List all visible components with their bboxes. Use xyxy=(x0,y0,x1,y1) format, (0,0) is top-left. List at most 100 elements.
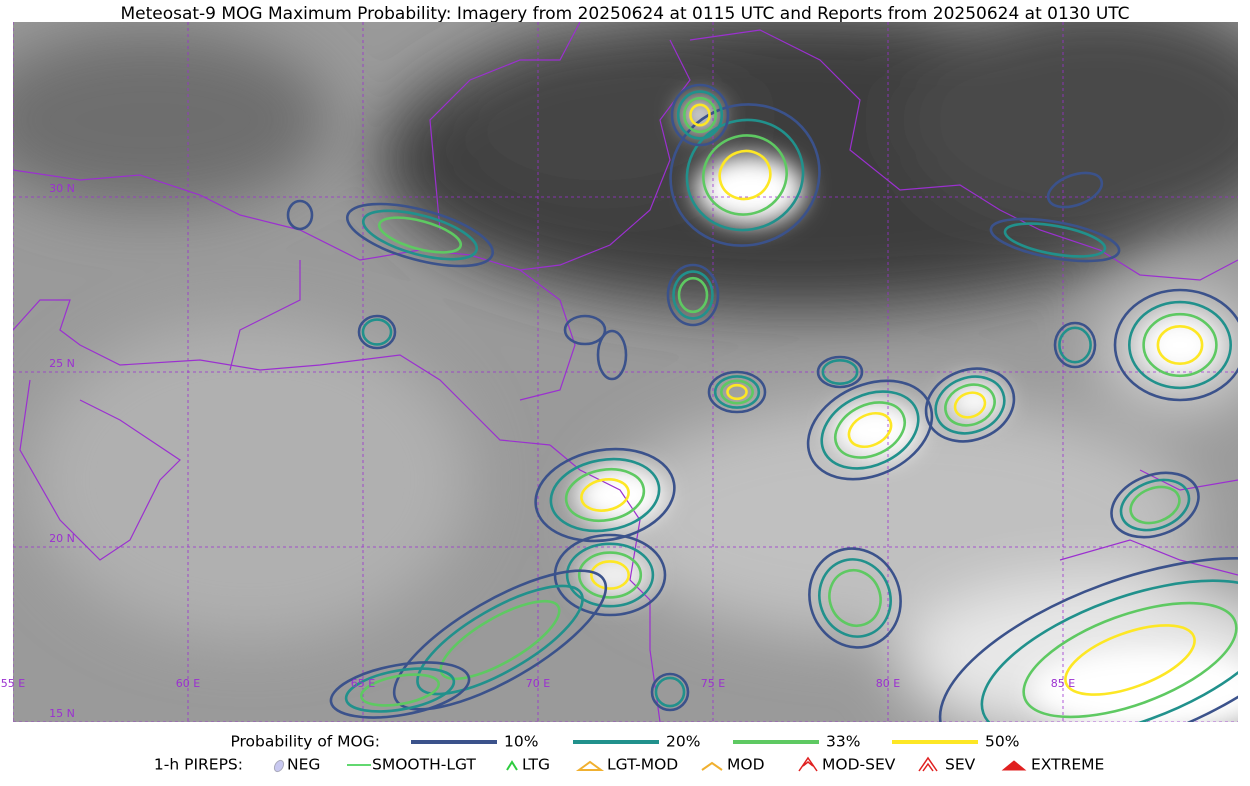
legend-label: SMOOTH-LGT xyxy=(372,756,476,774)
geo-labels: 55 E 60 E 65 E 70 E 75 E 80 E 85 E 30 N 25 N 20 N… xyxy=(1,182,1075,720)
legend-label: MOD xyxy=(727,756,765,774)
contour xyxy=(650,672,690,712)
contour xyxy=(1003,222,1107,258)
contour xyxy=(944,383,996,427)
pirep-icon xyxy=(701,761,723,771)
legend: Probability of MOG: 10% 20% 33% 50% 1-h PIREP… xyxy=(154,733,1104,774)
contour xyxy=(806,379,934,481)
lon-label: 80 E xyxy=(876,677,900,690)
contour xyxy=(683,96,717,134)
contour xyxy=(361,209,479,261)
legend-label: MOD-SEV xyxy=(822,756,896,774)
contour xyxy=(953,391,987,419)
lon-label: 60 E xyxy=(176,677,200,690)
contour xyxy=(820,390,920,470)
contour xyxy=(654,676,686,708)
contour xyxy=(377,216,463,254)
legend-label: LTG xyxy=(522,756,550,774)
pirep-icon xyxy=(798,756,818,772)
contour xyxy=(416,584,584,696)
contour xyxy=(596,329,628,381)
lon-label: 85 E xyxy=(1051,677,1075,690)
legend-label: SEV xyxy=(945,756,976,774)
contour xyxy=(1064,624,1196,696)
contour xyxy=(392,569,608,711)
contour xyxy=(818,558,892,638)
contour xyxy=(924,367,1016,443)
lat-label: 15 N xyxy=(49,707,75,720)
contours xyxy=(286,83,1238,722)
contour xyxy=(1022,601,1238,719)
contour xyxy=(577,551,643,599)
legend-label: 50% xyxy=(985,733,1019,751)
contour xyxy=(828,569,882,627)
contour xyxy=(713,375,761,409)
contour xyxy=(1129,485,1181,525)
contour xyxy=(720,379,754,405)
legend-label: EXTREME xyxy=(1031,756,1104,774)
contour xyxy=(989,217,1121,263)
legend-label: 10% xyxy=(504,733,538,751)
contour xyxy=(718,149,772,201)
contour xyxy=(816,355,864,389)
lat-label: 25 N xyxy=(49,357,75,370)
lon-label: 70 E xyxy=(526,677,550,690)
legend-label: 33% xyxy=(826,733,860,751)
contour xyxy=(1156,324,1204,365)
contour xyxy=(702,134,788,216)
lat-label: 30 N xyxy=(49,182,75,195)
pirep-icon xyxy=(273,759,285,773)
contour xyxy=(1058,326,1092,364)
contour xyxy=(345,202,495,268)
contour xyxy=(564,467,646,523)
pirep-icon xyxy=(918,756,938,772)
contour xyxy=(1119,478,1191,532)
contour xyxy=(1046,171,1104,209)
contour xyxy=(672,270,714,320)
contour xyxy=(439,599,561,681)
contour xyxy=(1110,471,1200,539)
contour xyxy=(1053,321,1097,369)
contour xyxy=(707,370,767,414)
lon-label: 55 E xyxy=(1,677,25,690)
contour xyxy=(344,667,456,713)
contour xyxy=(726,383,748,401)
contour xyxy=(1113,288,1238,402)
graticule xyxy=(13,22,1238,722)
contour xyxy=(980,579,1238,722)
legend-label: 20% xyxy=(666,733,700,751)
contour xyxy=(938,557,1238,722)
pirep-icon xyxy=(575,760,605,771)
contour xyxy=(361,318,393,346)
pirep-icon xyxy=(1001,760,1027,771)
legend-label: NEG xyxy=(287,756,320,774)
contour xyxy=(565,542,655,608)
lat-label: 20 N xyxy=(49,532,75,545)
legend-label: LGT-MOD xyxy=(607,756,678,774)
contour xyxy=(677,276,709,314)
contour xyxy=(808,547,902,649)
contour xyxy=(563,314,607,346)
contour xyxy=(847,411,893,449)
contour xyxy=(670,83,730,147)
contour xyxy=(1128,300,1233,390)
pirep-icon xyxy=(506,760,518,771)
contour xyxy=(534,447,676,543)
contour xyxy=(1142,312,1218,378)
contour xyxy=(834,401,906,459)
contour xyxy=(589,560,630,590)
contour xyxy=(580,478,630,512)
contour xyxy=(689,103,711,127)
contour xyxy=(360,673,440,707)
lon-label: 75 E xyxy=(701,677,725,690)
borders xyxy=(13,22,1238,722)
contour xyxy=(329,661,471,719)
contour xyxy=(357,314,397,350)
lon-label: 65 E xyxy=(351,677,375,690)
contour xyxy=(934,375,1006,435)
contour xyxy=(666,263,720,327)
contour xyxy=(821,358,859,385)
contour xyxy=(286,199,314,231)
